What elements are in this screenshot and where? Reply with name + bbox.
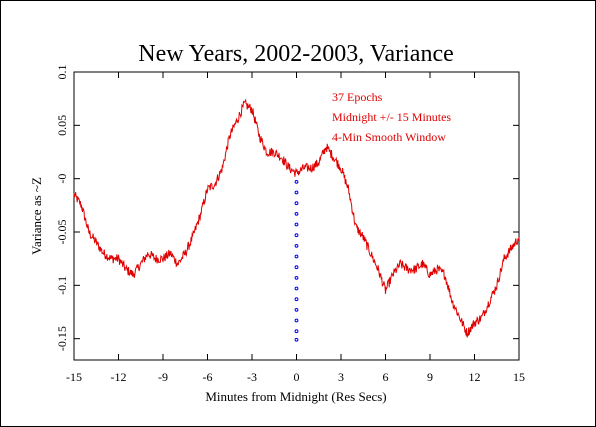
midnight-marker-point xyxy=(294,337,299,342)
x-axis-label: Minutes from Midnight (Res Secs) xyxy=(205,389,386,404)
midnight-marker-point xyxy=(294,233,299,238)
x-tick-labels: -15 -12 -9 -6 -3 0 3 6 9 12 15 xyxy=(66,370,525,384)
y-tick-label: -0.1 xyxy=(55,276,69,295)
series-layer xyxy=(73,98,520,342)
midnight-marker-point xyxy=(294,318,299,323)
midnight-marker-point xyxy=(294,211,299,216)
x-tick-label: -12 xyxy=(111,370,127,384)
axis-ticks xyxy=(73,71,520,360)
x-tick-label: 6 xyxy=(383,370,389,384)
midnight-marker-point xyxy=(294,179,299,184)
midnight-marker-point xyxy=(294,307,299,312)
midnight-marker-point xyxy=(294,222,299,227)
midnight-marker-point xyxy=(294,201,299,206)
chart-title: New Years, 2002-2003, Variance xyxy=(138,41,454,67)
annotation-window: Midnight +/- 15 Minutes xyxy=(332,110,451,124)
y-tick-label: 0.1 xyxy=(55,65,69,80)
x-tick-label: 15 xyxy=(513,370,525,384)
annotation-smooth: 4-Min Smooth Window xyxy=(332,130,446,144)
variance-line xyxy=(73,98,520,338)
y-tick-label: -0.05 xyxy=(55,220,69,245)
midnight-marker-point xyxy=(294,190,299,195)
midnight-marker-point xyxy=(294,286,299,291)
y-axis-label: Variance as ~Z xyxy=(29,177,44,255)
x-tick-label: -9 xyxy=(158,370,168,384)
x-tick-label: 12 xyxy=(469,370,481,384)
x-tick-label: 3 xyxy=(338,370,344,384)
x-tick-label: 0 xyxy=(294,370,300,384)
x-tick-label: -6 xyxy=(203,370,213,384)
x-tick-label: 9 xyxy=(427,370,433,384)
x-tick-label: -15 xyxy=(66,370,82,384)
annotation-epochs: 37 Epochs xyxy=(332,90,383,104)
midnight-marker-point xyxy=(294,243,299,248)
midnight-marker-point xyxy=(294,275,299,280)
x-tick-label: -3 xyxy=(247,370,257,384)
y-tick-label: 0.05 xyxy=(55,115,69,136)
y-tick-labels: 0.1 0.05 -0 -0.05 -0.1 -0.15 xyxy=(55,65,69,352)
midnight-marker-point xyxy=(294,297,299,302)
midnight-marker-point xyxy=(294,329,299,334)
midnight-marker-point xyxy=(294,254,299,259)
y-tick-label: -0 xyxy=(55,174,69,184)
y-tick-label: -0.15 xyxy=(55,326,69,351)
midnight-marker-point xyxy=(294,265,299,270)
